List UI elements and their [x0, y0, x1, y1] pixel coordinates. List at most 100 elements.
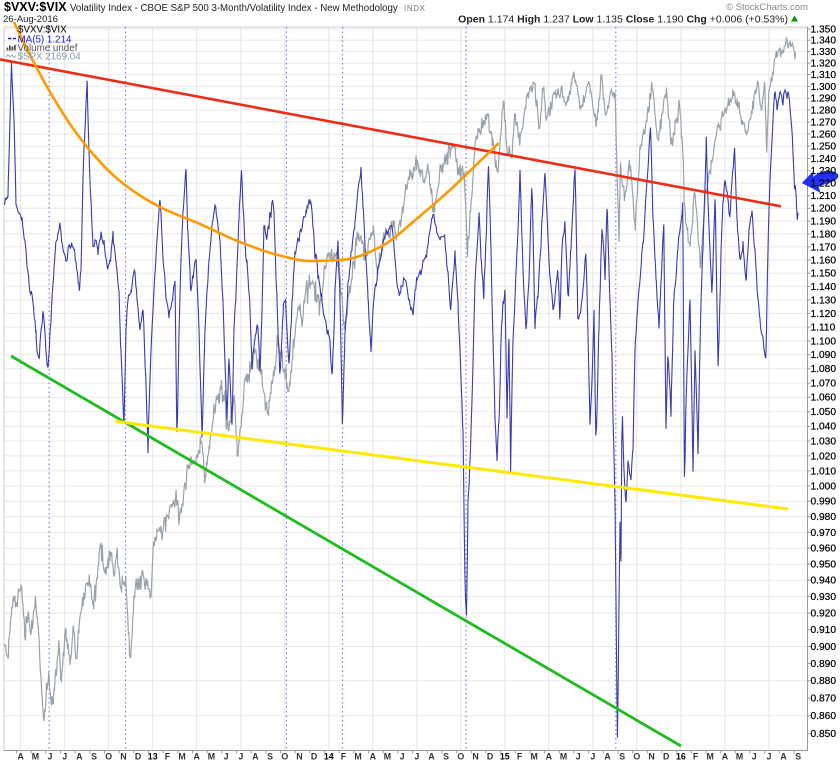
svg-text:$SPX 2169.04: $SPX 2169.04 [18, 51, 82, 62]
svg-text:J: J [590, 752, 595, 762]
svg-text:J: J [576, 752, 581, 762]
svg-text:O: O [457, 752, 464, 762]
svg-text:14: 14 [324, 752, 334, 762]
svg-text:M: M [208, 752, 215, 762]
svg-text:0.960: 0.960 [811, 544, 837, 555]
svg-text:1.210: 1.210 [811, 191, 837, 202]
svg-text:J: J [752, 752, 757, 762]
svg-text:1.320: 1.320 [811, 59, 837, 70]
svg-text:J: J [766, 752, 771, 762]
svg-text:S: S [795, 752, 801, 762]
svg-text:1.250: 1.250 [811, 142, 837, 153]
svg-text:F: F [341, 752, 347, 762]
svg-text:A: A [76, 752, 83, 762]
svg-text:1.110: 1.110 [811, 323, 836, 334]
svg-text:A: A [604, 752, 611, 762]
svg-text:0.950: 0.950 [811, 560, 837, 571]
svg-text:1.160: 1.160 [811, 255, 837, 266]
svg-text:0.910: 0.910 [811, 625, 837, 636]
svg-text:N: N [648, 752, 654, 762]
svg-text:1.170: 1.170 [811, 242, 837, 253]
svg-text:0.890: 0.890 [811, 659, 837, 670]
svg-text:A: A [370, 752, 377, 762]
svg-text:A: A [428, 752, 435, 762]
svg-text:D: D [135, 752, 141, 762]
svg-text:A: A [722, 752, 729, 762]
svg-text:A: A [780, 752, 787, 762]
svg-text:D: D [487, 752, 493, 762]
svg-text:Open 1.174 High 1.237 Low 1.13: Open 1.174 High 1.237 Low 1.135 Close 1.… [458, 14, 788, 26]
svg-text:1.260: 1.260 [811, 129, 837, 140]
svg-text:M: M [736, 752, 743, 762]
svg-text:1.030: 1.030 [811, 436, 837, 447]
svg-text:J: J [62, 752, 67, 762]
svg-text:0.990: 0.990 [811, 497, 837, 508]
svg-text:0.930: 0.930 [811, 592, 837, 603]
svg-text:1.340: 1.340 [811, 36, 837, 47]
svg-text:N: N [296, 752, 302, 762]
svg-text:1.040: 1.040 [811, 422, 837, 433]
svg-text:INDX: INDX [404, 4, 426, 13]
svg-text:N: N [472, 752, 478, 762]
svg-text:O: O [633, 752, 640, 762]
svg-text:1.310: 1.310 [811, 70, 837, 81]
svg-text:1.350: 1.350 [811, 24, 837, 35]
svg-text:A: A [18, 752, 25, 762]
svg-text:1.120: 1.120 [811, 309, 837, 320]
svg-text:$VXV:$VIX: $VXV:$VIX [4, 0, 67, 14]
svg-text:M: M [560, 752, 567, 762]
svg-text:J: J [414, 752, 419, 762]
svg-text:1.000: 1.000 [811, 481, 837, 492]
svg-text:F: F [517, 752, 523, 762]
svg-text:0.920: 0.920 [811, 609, 837, 620]
svg-text:1.020: 1.020 [811, 451, 837, 462]
svg-text:MA(5) 1.214: MA(5) 1.214 [18, 34, 72, 45]
svg-text:1.100: 1.100 [811, 336, 837, 347]
svg-text:13: 13 [148, 752, 158, 762]
svg-text:1.050: 1.050 [811, 407, 837, 418]
svg-text:A: A [252, 752, 259, 762]
svg-text:0.970: 0.970 [811, 528, 837, 539]
svg-text:D: D [663, 752, 669, 762]
svg-text:1.330: 1.330 [811, 47, 837, 58]
svg-text:M: M [354, 752, 361, 762]
svg-text:0.870: 0.870 [811, 694, 837, 705]
svg-text:0.980: 0.980 [811, 512, 837, 523]
svg-text:F: F [693, 752, 699, 762]
svg-text:1.230: 1.230 [811, 166, 837, 177]
svg-text:1.070: 1.070 [811, 378, 837, 389]
svg-text:M: M [531, 752, 538, 762]
svg-text:J: J [224, 752, 229, 762]
svg-text:1.090: 1.090 [811, 350, 837, 361]
svg-text:15: 15 [500, 752, 510, 762]
svg-text:1.060: 1.060 [811, 393, 837, 404]
svg-text:M: M [32, 752, 39, 762]
svg-text:1.220: 1.220 [811, 179, 837, 190]
svg-text:1.300: 1.300 [811, 82, 837, 93]
svg-text:1.270: 1.270 [811, 117, 837, 128]
svg-text:J: J [48, 752, 53, 762]
svg-text:1.080: 1.080 [811, 364, 837, 375]
svg-text:1.240: 1.240 [811, 154, 837, 165]
svg-text:S: S [267, 752, 273, 762]
svg-text:0.860: 0.860 [811, 711, 837, 722]
svg-text:0.880: 0.880 [811, 676, 837, 687]
svg-text:1.130: 1.130 [811, 295, 837, 306]
svg-text:F: F [165, 752, 171, 762]
svg-text:0.850: 0.850 [811, 729, 837, 740]
svg-text:0.940: 0.940 [811, 576, 837, 587]
svg-text:O: O [281, 752, 288, 762]
svg-text:1.200: 1.200 [811, 204, 837, 215]
svg-text:16: 16 [676, 752, 686, 762]
svg-text:J: J [400, 752, 405, 762]
svg-text:M: M [384, 752, 391, 762]
svg-text:M: M [707, 752, 714, 762]
svg-text:1.010: 1.010 [811, 466, 837, 477]
svg-text:A: A [546, 752, 553, 762]
svg-text:S: S [619, 752, 625, 762]
svg-text:S: S [443, 752, 449, 762]
svg-text:1.180: 1.180 [811, 229, 837, 240]
svg-text:O: O [105, 752, 112, 762]
svg-text:0.900: 0.900 [811, 642, 837, 653]
svg-text:S: S [91, 752, 97, 762]
